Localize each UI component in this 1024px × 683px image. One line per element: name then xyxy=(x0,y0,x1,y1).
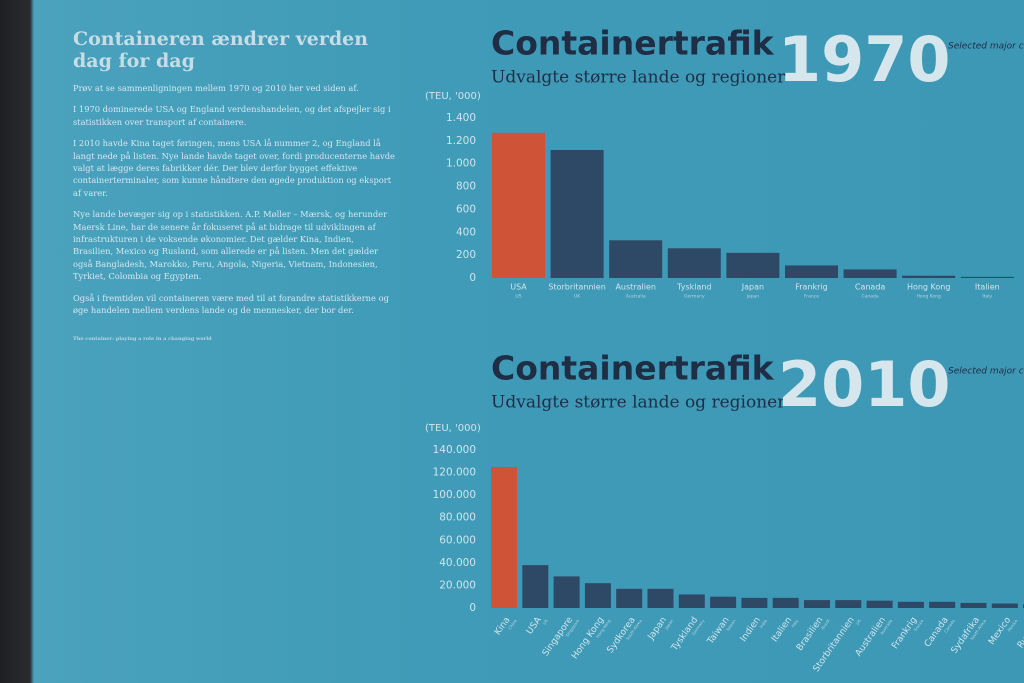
year: 1970 xyxy=(778,23,951,96)
bar xyxy=(553,576,580,608)
x-tick-label: Canada xyxy=(855,283,886,292)
y-tick-label: 80.000 xyxy=(439,512,476,524)
y-tick-label: 600 xyxy=(456,203,476,215)
paragraph: Prøv at se sammenligningen mellem 1970 o… xyxy=(73,83,359,93)
x-tick-label: Italien xyxy=(975,283,1000,292)
x-tick-sublabel: Japan xyxy=(746,294,760,300)
y-axis-label: (TEU, '000) xyxy=(425,423,481,434)
chart-subtitle: Udvalgte større lande og regioner xyxy=(491,393,786,413)
bar xyxy=(785,265,838,278)
x-tick-label: Brasilien xyxy=(795,615,825,653)
bar xyxy=(960,276,1014,278)
y-axis-label: (TEU, '000) xyxy=(425,91,481,102)
x-tick-label: Frankrig xyxy=(795,283,828,292)
bar xyxy=(929,601,956,608)
x-tick-sublabel: UK xyxy=(855,618,862,626)
text-column: Containeren ændrer verden dag for dag Pr… xyxy=(73,28,395,354)
note: Selected major countries and regions xyxy=(948,42,1024,52)
english-heading: The container: playing a role in a chang… xyxy=(73,335,212,342)
x-tick-sublabel: UK xyxy=(574,294,581,300)
y-tick-label: 120.000 xyxy=(433,467,476,479)
y-tick-label: 800 xyxy=(456,181,476,193)
bar xyxy=(647,588,674,608)
bar xyxy=(667,248,721,278)
x-tick-label: Tyskland xyxy=(676,283,711,292)
x-tick-label: USA xyxy=(525,615,544,637)
x-tick-label: Italien xyxy=(770,615,794,644)
y-tick-label: 140.000 xyxy=(433,444,476,456)
bar xyxy=(991,603,1018,608)
x-tick-sublabel: Italy xyxy=(790,618,799,628)
y-tick-label: 200 xyxy=(456,249,476,261)
bar xyxy=(902,275,956,278)
chart-subtitle: Udvalgte større lande og regioner xyxy=(491,68,786,88)
y-tick-label: 100.000 xyxy=(433,489,476,501)
paragraph: Nye lande bevæger sig op i statistikken.… xyxy=(73,209,388,282)
y-tick-label: 20.000 xyxy=(439,579,476,591)
bar xyxy=(843,269,897,278)
x-tick-sublabel: US xyxy=(515,294,521,300)
x-tick-label: Storbritannien xyxy=(548,283,605,292)
x-tick-sublabel: Brazil xyxy=(820,618,831,630)
x-tick-sublabel: US xyxy=(542,618,549,626)
bar xyxy=(609,240,663,278)
bar xyxy=(710,596,737,608)
x-tick-sublabel: China xyxy=(507,618,518,631)
chart-title: Containertrafik xyxy=(491,24,775,63)
y-tick-label: 400 xyxy=(456,226,476,238)
x-tick-label: Hong Kong xyxy=(907,283,951,292)
bar xyxy=(616,588,643,608)
year: 2010 xyxy=(778,348,951,421)
bar xyxy=(804,600,830,608)
y-tick-label: 1.200 xyxy=(446,135,476,147)
x-tick-sublabel: India xyxy=(758,618,768,629)
x-tick-label: Australien xyxy=(615,283,655,292)
bar xyxy=(772,597,799,608)
bar xyxy=(678,594,705,608)
bar xyxy=(550,150,604,278)
bar xyxy=(897,601,924,608)
paragraph: I 2010 havde Kina taget føringen, mens U… xyxy=(73,138,395,198)
y-tick-label: 0 xyxy=(469,602,476,614)
bar xyxy=(492,132,545,278)
x-tick-sublabel: Germany xyxy=(684,294,705,300)
y-tick-label: 0 xyxy=(469,272,476,284)
x-tick-sublabel: Italy xyxy=(982,294,992,300)
bar xyxy=(866,600,893,608)
bar xyxy=(960,602,987,608)
bar xyxy=(522,565,549,608)
x-tick-sublabel: Canada xyxy=(862,294,879,300)
y-tick-label: 1.000 xyxy=(446,158,476,170)
x-tick-sublabel: France xyxy=(804,294,819,300)
y-tick-label: 60.000 xyxy=(439,534,476,546)
bar xyxy=(726,252,780,278)
heading: Containeren ændrer verden dag for dag xyxy=(73,28,369,72)
x-tick-label: USA xyxy=(510,283,527,292)
chart-title: Containertrafik xyxy=(491,349,775,388)
x-tick-label: Frankrig xyxy=(890,615,919,651)
y-tick-label: 40.000 xyxy=(439,557,476,569)
paragraph: Også i fremtiden vil containeren være me… xyxy=(73,292,389,316)
bar xyxy=(835,600,862,608)
paragraph: I 1970 dominerede USA og England verdens… xyxy=(73,104,391,127)
x-tick-label: Indien xyxy=(739,615,763,644)
bar xyxy=(584,583,611,608)
y-tick-label: 1.400 xyxy=(446,112,476,124)
bar xyxy=(491,466,517,608)
x-tick-label: Japan xyxy=(741,283,764,292)
x-tick-sublabel: Hong Kong xyxy=(916,294,941,300)
note: Selected major countries and regions xyxy=(948,367,1024,377)
bar xyxy=(741,597,768,608)
x-tick-sublabel: Japan xyxy=(663,618,674,631)
x-tick-sublabel: Australia xyxy=(626,294,646,300)
